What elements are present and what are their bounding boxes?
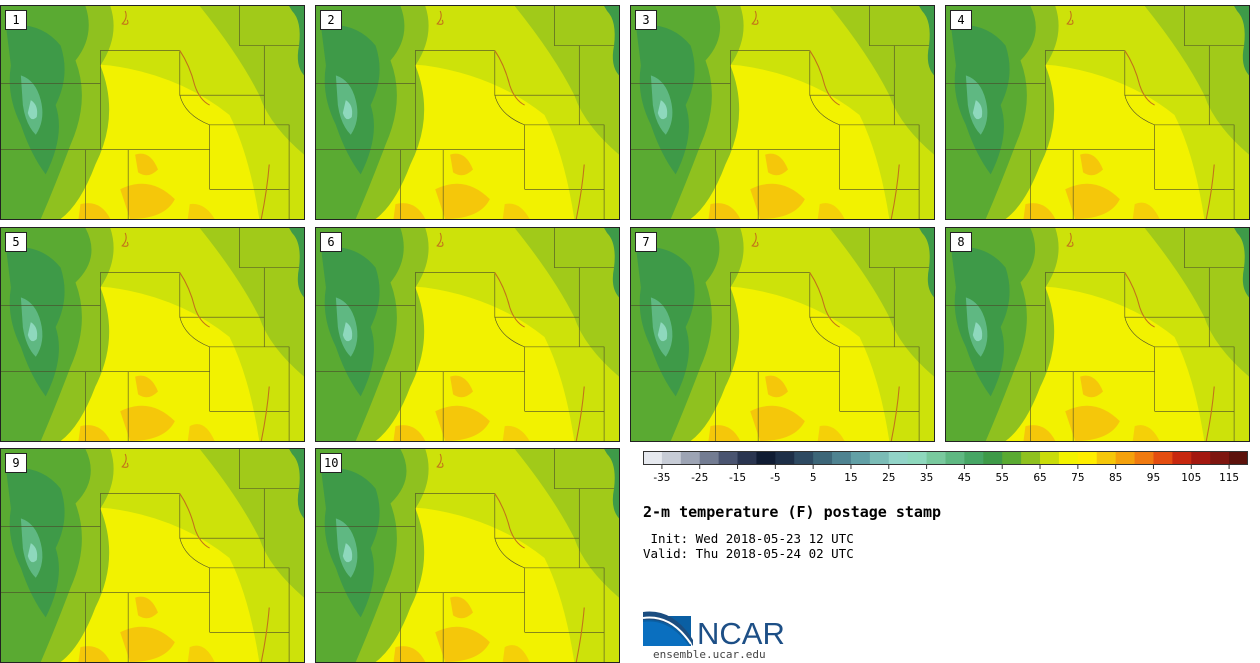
colorbar-segment	[1229, 451, 1248, 465]
colorbar-segment	[718, 451, 739, 465]
colorbar-segment	[1058, 451, 1079, 465]
valid-time: Valid: Thu 2018-05-24 02 UTC	[643, 546, 854, 561]
colorbar-segment	[1002, 451, 1022, 465]
colorbar-tick-label: -35	[653, 472, 670, 484]
colorbar-tick-label: -25	[691, 472, 708, 484]
map-panel-2: 2	[315, 5, 620, 220]
map-panel-10: 10	[315, 448, 620, 663]
colorbar-segment	[643, 451, 663, 465]
figure-title: 2-m temperature (F) postage stamp	[643, 503, 942, 521]
colorbar-segment	[983, 451, 1003, 465]
colorbar-segment	[737, 451, 757, 465]
ncar-logo-text: NCAR	[697, 616, 785, 648]
panel-number: 5	[5, 232, 27, 252]
colorbar-tick-label: 75	[1071, 472, 1084, 484]
colorbar-tick-label: 65	[1033, 472, 1046, 484]
colorbar-tick-label: 35	[920, 472, 933, 484]
colorbar-segment	[699, 451, 720, 465]
colorbar-segment	[1172, 451, 1192, 465]
colorbar-tick-label: 115	[1219, 472, 1239, 484]
panel-number: 9	[5, 453, 27, 473]
panel-number: 8	[950, 232, 972, 252]
map-panel-8: 8	[945, 227, 1250, 442]
colorbar-segment	[888, 451, 909, 465]
colorbar-tick-label: 25	[882, 472, 895, 484]
colorbar-segment	[945, 451, 965, 465]
colorbar-tick-label: -15	[729, 472, 746, 484]
colorbar-segment	[813, 451, 833, 465]
colorbar-segment	[964, 451, 984, 465]
panel-number: 10	[320, 453, 343, 473]
colorbar-tick-label: 15	[844, 472, 857, 484]
panel-number: 4	[950, 10, 972, 30]
colorbar-tick-label: -5	[770, 472, 780, 484]
panel-number: 7	[635, 232, 657, 252]
colorbar-segment	[680, 451, 701, 465]
colorbar-segment	[1040, 451, 1060, 465]
colorbar-segment	[1134, 451, 1154, 465]
colorbar-segment	[661, 451, 682, 465]
colorbar-segment	[1191, 451, 1211, 465]
colorbar-tick-label: 105	[1181, 472, 1201, 484]
colorbar-segment	[850, 451, 871, 465]
colorbar-segment	[869, 451, 890, 465]
panel-number: 3	[635, 10, 657, 30]
colorbar-segment	[1021, 451, 1041, 465]
map-panel-9: 9	[0, 448, 305, 663]
colorbar-tick-label: 85	[1109, 472, 1122, 484]
colorbar-segment	[794, 451, 814, 465]
colorbar-segment	[1096, 451, 1117, 465]
map-panel-5: 5	[0, 227, 305, 442]
panel-number: 6	[320, 232, 342, 252]
colorbar-segment	[926, 451, 946, 465]
map-panel-3: 3	[630, 5, 935, 220]
colorbar-segment	[775, 451, 795, 465]
colorbar-outline	[643, 451, 1248, 465]
panel-number: 1	[5, 10, 27, 30]
map-panel-7: 7	[630, 227, 935, 442]
map-panel-1: 1	[0, 5, 305, 220]
colorbar-tick-label: 95	[1147, 472, 1160, 484]
colorbar-tick-label: 5	[810, 472, 817, 484]
colorbar-tick-label: 45	[958, 472, 971, 484]
panel-number: 2	[320, 10, 342, 30]
temperature-colorbar: -35 -25 -15 -5 5 15 25 35 45 55 65 75 85 95 105 115	[643, 451, 1248, 484]
init-time: Init: Wed 2018-05-23 12 UTC	[643, 531, 854, 546]
map-panel-4: 4	[945, 5, 1250, 220]
colorbar-segment	[1115, 451, 1136, 465]
colorbar-segment	[756, 451, 776, 465]
colorbar-segment	[832, 451, 852, 465]
colorbar-segment	[907, 451, 928, 465]
colorbar-tick-label: 55	[996, 472, 1009, 484]
ensemble-url: ensemble.ucar.edu	[653, 648, 766, 661]
colorbar-segment	[1210, 451, 1230, 465]
map-panel-6: 6	[315, 227, 620, 442]
ncar-logo: NCAR	[643, 611, 785, 648]
colorbar-segment	[1077, 451, 1098, 465]
colorbar-segment	[1153, 451, 1173, 465]
